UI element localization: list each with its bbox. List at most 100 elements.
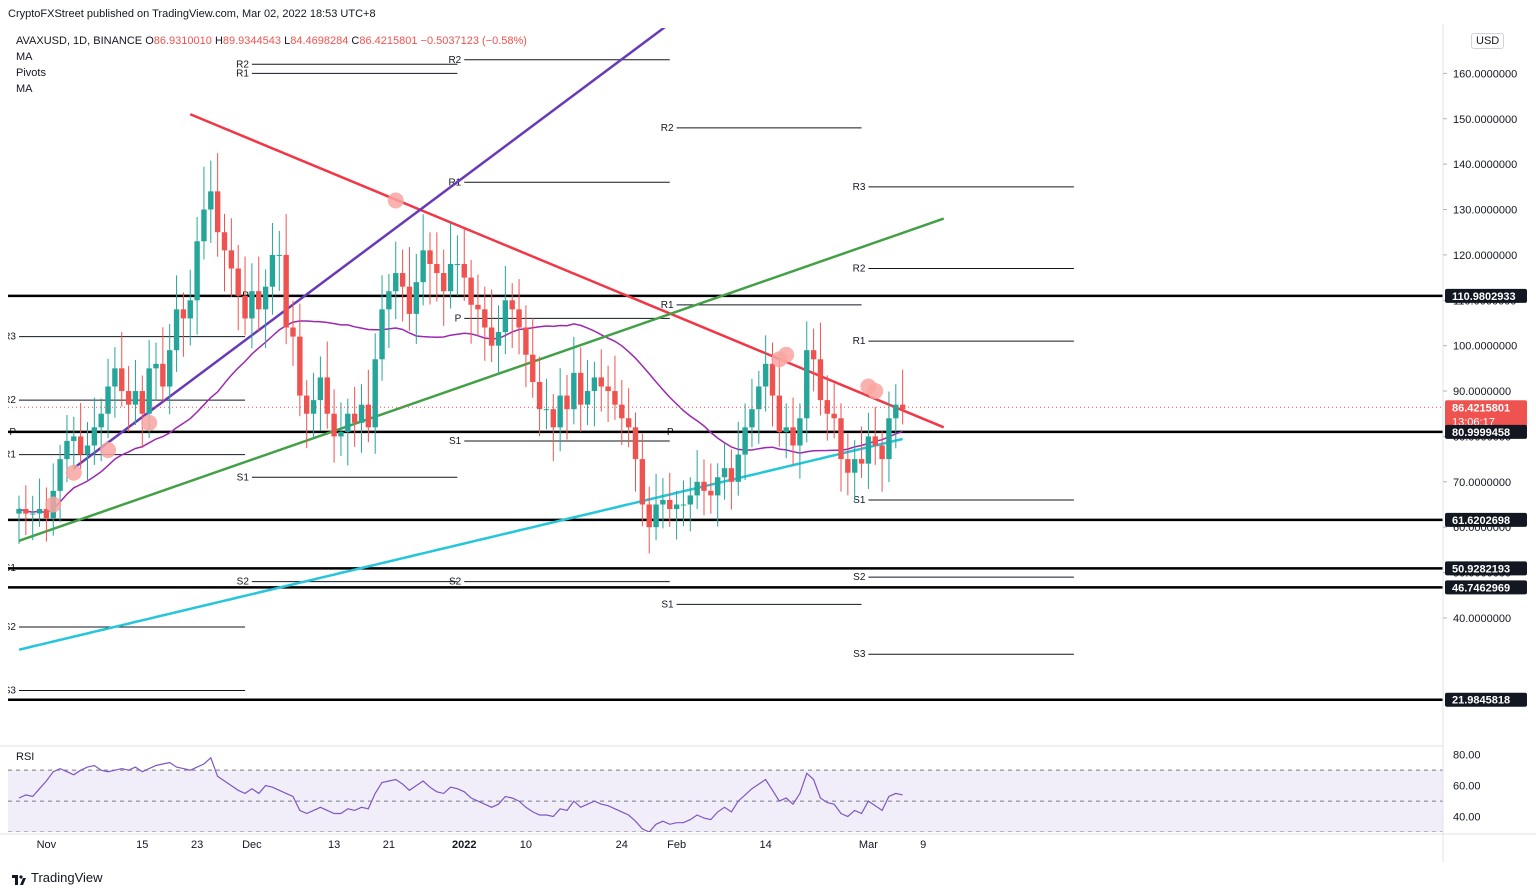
candle xyxy=(475,274,481,337)
candle xyxy=(639,433,646,527)
level-price-label: 46.7462969 xyxy=(1445,580,1527,595)
candle xyxy=(530,317,536,398)
candle xyxy=(536,356,543,437)
candle-body xyxy=(715,477,721,496)
candle-body xyxy=(30,513,36,515)
candle xyxy=(30,495,36,541)
price-label-bg xyxy=(1445,288,1527,303)
axes: 40.000000050.000000060.000000070.0000000… xyxy=(0,24,1536,862)
touch-marker xyxy=(65,464,82,481)
candle xyxy=(283,213,289,345)
candle-body xyxy=(660,499,666,505)
candle xyxy=(886,391,892,483)
level-price-label: 21.9845818 xyxy=(1445,692,1527,707)
tradingview-brand[interactable]: TradingView xyxy=(12,870,103,885)
candle xyxy=(132,359,139,426)
price-label-text: 50.9282193 xyxy=(1452,563,1510,575)
candle xyxy=(495,305,502,375)
candle-body xyxy=(516,309,522,328)
candle-body xyxy=(317,377,324,401)
x-tick-label: 9 xyxy=(920,839,926,851)
candle-body xyxy=(673,504,680,510)
indicator-label[interactable]: MA xyxy=(16,51,33,63)
candle-body xyxy=(687,495,693,505)
candle-body xyxy=(406,286,413,314)
candle-body xyxy=(475,304,481,310)
price-label-bg xyxy=(1445,580,1527,595)
candle xyxy=(413,253,419,344)
candle-body xyxy=(502,300,509,333)
candle-body xyxy=(893,404,899,419)
candle-body xyxy=(441,273,447,292)
candle-body xyxy=(769,363,776,396)
candle xyxy=(112,347,118,418)
candle xyxy=(139,375,145,449)
candle-body xyxy=(858,459,865,464)
candle-body xyxy=(351,413,358,423)
indicator-label[interactable]: MA xyxy=(16,83,33,95)
candle xyxy=(838,403,844,492)
candle-body xyxy=(167,350,173,387)
candle xyxy=(797,403,803,479)
candle xyxy=(317,356,324,431)
x-tick-label: 21 xyxy=(383,839,395,851)
candle xyxy=(742,403,748,481)
candle xyxy=(865,412,872,489)
candle xyxy=(461,228,467,302)
candle-body xyxy=(632,427,639,460)
candle-body xyxy=(756,386,762,410)
candle-body xyxy=(276,254,282,256)
candle xyxy=(399,249,406,322)
candle xyxy=(502,265,509,355)
candle-body xyxy=(530,354,536,382)
candle xyxy=(762,335,769,412)
candle-body xyxy=(399,273,406,287)
pivot-label-r1: R1 xyxy=(853,336,866,347)
candle xyxy=(715,463,721,527)
candle xyxy=(735,421,741,496)
x-tick-label: 10 xyxy=(520,839,532,851)
candle xyxy=(358,384,365,453)
candle xyxy=(571,336,577,425)
candle xyxy=(858,426,865,478)
candle xyxy=(57,444,63,523)
pivot-label-s1: S1 xyxy=(661,599,674,610)
published-caption: CryptoFXStreet published on TradingView.… xyxy=(8,8,376,20)
y-tick-label: 140.0000000 xyxy=(1453,159,1517,171)
candle xyxy=(345,398,351,466)
pivot-label-r2: R2 xyxy=(448,55,461,66)
candle xyxy=(447,223,454,309)
x-tick-label: 2022 xyxy=(452,839,476,851)
candle xyxy=(351,386,358,447)
y-tick-label: 130.0000000 xyxy=(1453,205,1517,217)
indicator-label[interactable]: Pivots xyxy=(16,67,46,79)
candle-body xyxy=(735,454,741,482)
candle xyxy=(201,166,207,260)
symbol-label[interactable]: AVAXUSD, 1D, BINANCE xyxy=(16,35,143,47)
candle xyxy=(625,388,632,448)
candle-body xyxy=(639,459,646,505)
candle-body xyxy=(879,445,885,460)
candle-body xyxy=(550,409,556,428)
candle-body xyxy=(153,363,159,369)
candle-body xyxy=(132,391,139,405)
candle-body xyxy=(105,386,111,414)
rsi-line xyxy=(18,756,903,832)
x-tick-label: 15 xyxy=(136,839,148,851)
rsi-tick-label: 40.00 xyxy=(1453,812,1481,824)
touch-marker xyxy=(45,496,62,513)
candle-body xyxy=(112,368,118,387)
candle-body xyxy=(57,459,63,491)
candle xyxy=(482,286,488,361)
candle xyxy=(523,305,529,388)
candle-body xyxy=(625,418,632,428)
candle-body xyxy=(447,263,454,292)
currency-badge[interactable]: USD xyxy=(1471,33,1505,49)
x-tick-label: 14 xyxy=(760,839,772,851)
price-label-text: 86.4215801 xyxy=(1452,402,1510,414)
candle xyxy=(393,241,399,320)
candle xyxy=(899,369,906,425)
candle xyxy=(790,397,796,465)
candle xyxy=(598,349,604,412)
